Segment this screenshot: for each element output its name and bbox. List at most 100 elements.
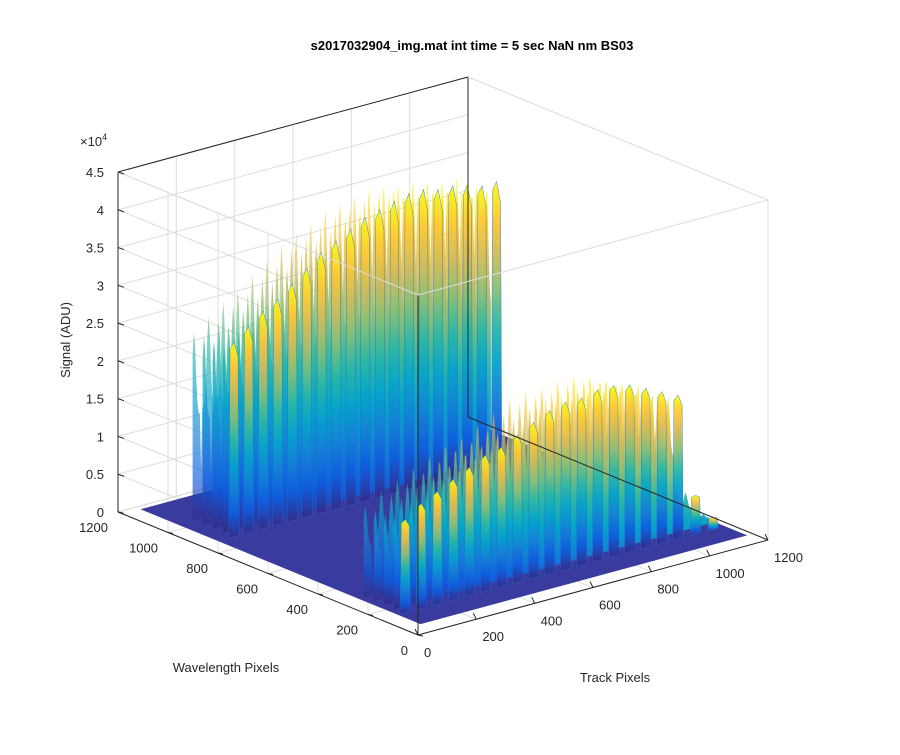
z-tick	[117, 435, 125, 439]
peak-mark	[272, 298, 284, 527]
peak-mark	[447, 184, 459, 480]
peak-mark	[672, 394, 684, 541]
z-tick-label: 2.5	[86, 316, 104, 331]
surface-band-1	[363, 376, 719, 615]
x-tick	[472, 612, 477, 620]
z-exponent-base: ×10	[80, 134, 102, 149]
z-tick	[117, 209, 125, 213]
peak-mark	[403, 192, 415, 491]
peak-mark	[560, 401, 572, 572]
x-tick-label: 200	[482, 629, 504, 644]
axis-edge	[117, 76, 469, 173]
chart-title: s2017032904_img.mat int time = 5 sec NaN…	[311, 38, 634, 53]
y-tick	[267, 573, 274, 575]
axis-edge	[467, 416, 769, 541]
box-edge	[467, 76, 769, 201]
z-tick-label: 4.5	[86, 165, 104, 180]
peak-mark	[374, 208, 386, 499]
z-tick-label: 1	[97, 429, 104, 444]
x-tick-label: 600	[599, 598, 621, 613]
z-tick	[117, 284, 125, 288]
peak-mark	[257, 310, 269, 531]
x-tick	[589, 581, 594, 588]
z-exponent: ×104	[80, 132, 107, 149]
box-edge	[417, 199, 769, 296]
peak-mark	[345, 228, 357, 507]
z-tick	[117, 511, 125, 515]
peak-mark	[512, 434, 524, 585]
peak-mark	[592, 388, 604, 563]
peak-mark	[608, 384, 620, 558]
peak-mark	[463, 466, 475, 598]
x-tick	[647, 565, 652, 572]
y-tick-label: 0	[401, 643, 408, 658]
peak-mark	[418, 188, 430, 487]
peak-mark	[228, 341, 240, 539]
z-tick-label: 4	[97, 203, 104, 218]
x-tick	[414, 628, 419, 636]
peak-mark	[399, 519, 411, 615]
y-tick	[417, 634, 424, 637]
z-tick	[117, 322, 125, 326]
peak-mark	[640, 387, 652, 550]
x-tick	[531, 597, 536, 604]
y-tick-label: 400	[286, 602, 308, 617]
peak-mark	[576, 397, 588, 567]
peak-mark	[707, 517, 719, 532]
y-axis-label: Wavelength Pixels	[173, 660, 280, 675]
peak-mark	[496, 446, 508, 589]
z-tick-label: 1.5	[86, 392, 104, 407]
z-axis-label: Signal (ADU)	[58, 302, 73, 378]
x-tick-label: 0	[424, 645, 431, 660]
z-tick	[117, 398, 125, 402]
y-tick-label: 1200	[79, 520, 108, 535]
y-tick	[217, 552, 224, 555]
y-tick	[167, 532, 174, 534]
peak-mark	[656, 391, 668, 545]
z-tick-label: 0	[97, 505, 104, 520]
y-tick-label: 200	[336, 623, 358, 638]
x-tick-label: 800	[657, 582, 679, 597]
peak-mark	[301, 267, 313, 519]
peak-mark	[243, 325, 255, 535]
peak-mark	[476, 184, 488, 472]
z-tick-label: 3.5	[86, 241, 104, 256]
z-tick-label: 0.5	[86, 467, 104, 482]
z-tick-label: 3	[97, 278, 104, 293]
peak-mark	[415, 503, 427, 611]
peak-mark	[544, 409, 556, 576]
y-tick	[317, 593, 324, 596]
peak-mark	[624, 384, 636, 554]
peak-mark	[388, 200, 400, 495]
z-tick	[117, 360, 125, 364]
x-axis-label: Track Pixels	[580, 670, 651, 685]
peak-mark	[330, 239, 342, 511]
y-tick	[367, 614, 374, 616]
x-tick-label: 1000	[716, 566, 745, 581]
x-tick	[764, 533, 769, 541]
z-tick	[117, 247, 125, 251]
z-exponent-power: 4	[102, 132, 107, 142]
surface-band-0	[192, 178, 503, 539]
peak-mark	[461, 184, 473, 476]
peak-mark	[316, 251, 328, 515]
x-tick-label: 1200	[774, 550, 803, 565]
y-tick-label: 800	[186, 561, 208, 576]
z-tick-label: 2	[97, 354, 104, 369]
y-tick-label: 600	[236, 582, 258, 597]
peak-mark	[690, 494, 702, 536]
peak-mark	[528, 421, 540, 580]
y-tick-label: 1000	[129, 541, 158, 556]
tick-labels: 0200400600800100012000200400600800100012…	[79, 165, 803, 660]
z-tick	[117, 171, 125, 175]
peak-mark	[359, 216, 371, 503]
peak-mark	[480, 454, 492, 593]
surface-layer	[140, 178, 748, 625]
x-tick	[706, 549, 711, 557]
peak-mark	[286, 282, 298, 523]
frame-layer	[117, 76, 769, 636]
z-tick	[117, 473, 125, 477]
peak-mark	[447, 478, 459, 602]
peak-mark	[431, 490, 443, 606]
